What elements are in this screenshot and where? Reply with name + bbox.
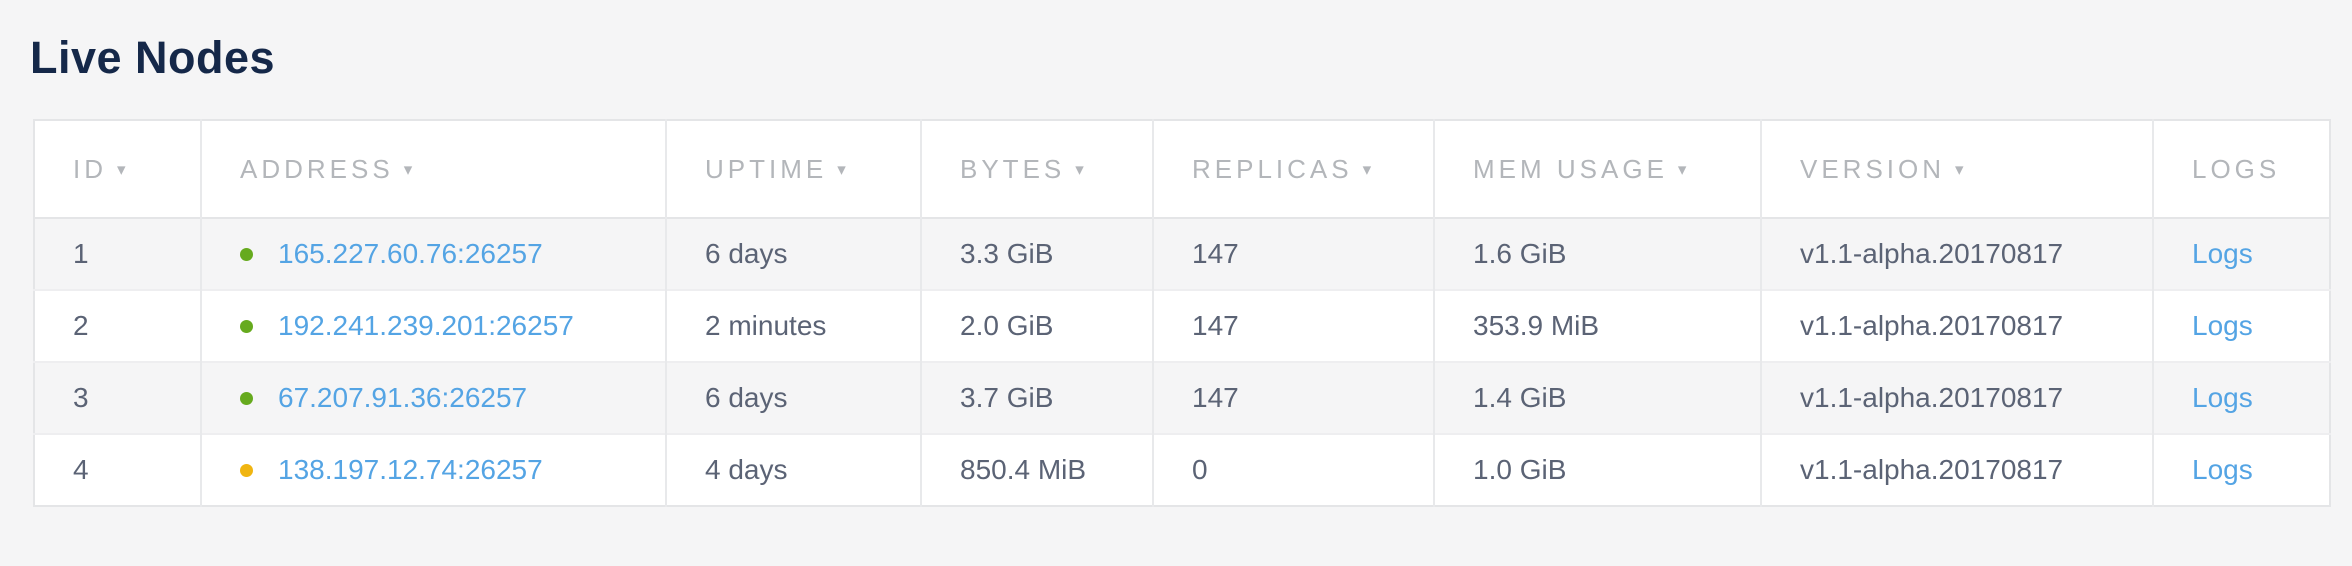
table-row: 1 165.227.60.76:26257 6 days 3.3 GiB 147… <box>34 218 2330 290</box>
column-header-label: LOGS <box>2192 153 2281 184</box>
column-header-mem-usage[interactable]: MEM USAGE ▾ <box>1433 120 1761 218</box>
logs-link[interactable]: Logs <box>2192 310 2253 341</box>
column-header-uptime[interactable]: UPTIME ▾ <box>665 120 921 218</box>
node-status-dot-icon <box>240 463 253 477</box>
column-header-version[interactable]: VERSION ▾ <box>1760 120 2153 218</box>
node-mem-usage-cell: 1.6 GiB <box>1433 218 1761 290</box>
sort-arrow-icon: ▾ <box>117 159 126 179</box>
live-nodes-table-container: ID ▾ ADDRESS ▾ UPTIME ▾ BYTES ▾ REPLICAS ▾ ME… <box>33 119 2331 507</box>
node-replicas-cell: 147 <box>1152 218 1434 290</box>
sort-arrow-icon: ▾ <box>1955 159 1964 179</box>
column-header-label: VERSION <box>1800 153 1946 184</box>
node-replicas-cell: 147 <box>1152 362 1434 434</box>
column-header-bytes[interactable]: BYTES ▾ <box>920 120 1153 218</box>
sort-arrow-icon: ▾ <box>1075 159 1084 179</box>
column-header-label: BYTES <box>960 153 1066 184</box>
node-status-dot-icon <box>240 391 253 405</box>
node-mem-usage-cell: 353.9 MiB <box>1433 290 1761 362</box>
node-logs-cell: Logs <box>2152 362 2330 434</box>
live-nodes-table: ID ▾ ADDRESS ▾ UPTIME ▾ BYTES ▾ REPLICAS ▾ ME… <box>33 119 2331 507</box>
sort-arrow-icon: ▾ <box>837 159 846 179</box>
column-header-replicas[interactable]: REPLICAS ▾ <box>1152 120 1434 218</box>
node-version-cell: v1.1-alpha.20170817 <box>1760 434 2153 506</box>
node-bytes-cell: 3.7 GiB <box>920 362 1153 434</box>
node-mem-usage-cell: 1.4 GiB <box>1433 362 1761 434</box>
node-address-cell: 138.197.12.74:26257 <box>200 434 666 506</box>
node-version-cell: v1.1-alpha.20170817 <box>1760 362 2153 434</box>
page-title: Live Nodes <box>30 32 276 83</box>
node-address-cell: 192.241.239.201:26257 <box>200 290 666 362</box>
column-header-label: ID <box>73 153 107 184</box>
node-bytes-cell: 850.4 MiB <box>920 434 1153 506</box>
logs-link[interactable]: Logs <box>2192 238 2253 269</box>
node-logs-cell: Logs <box>2152 434 2330 506</box>
sort-arrow-icon: ▾ <box>1677 159 1687 179</box>
column-header-label: REPLICAS <box>1192 153 1353 184</box>
node-status-dot-icon <box>240 319 253 333</box>
node-uptime-cell: 4 days <box>665 434 921 506</box>
sort-arrow-icon: ▾ <box>403 159 413 179</box>
node-id-cell: 2 <box>73 310 89 341</box>
table-row: 4 138.197.12.74:26257 4 days 850.4 MiB 0… <box>34 434 2330 506</box>
node-mem-usage-cell: 1.0 GiB <box>1433 434 1761 506</box>
table-row: 3 67.207.91.36:26257 6 days 3.7 GiB 147 … <box>34 362 2330 434</box>
node-id-cell: 1 <box>73 238 89 269</box>
column-header-address[interactable]: ADDRESS ▾ <box>200 120 666 218</box>
logs-link[interactable]: Logs <box>2192 454 2253 485</box>
column-header-label: UPTIME <box>705 153 828 184</box>
table-row: 2 192.241.239.201:26257 2 minutes 2.0 Gi… <box>34 290 2330 362</box>
node-address-link[interactable]: 67.207.91.36:26257 <box>278 382 528 413</box>
node-id-cell: 3 <box>73 382 89 413</box>
node-bytes-cell: 3.3 GiB <box>920 218 1153 290</box>
logs-link[interactable]: Logs <box>2192 382 2253 413</box>
node-status-dot-icon <box>240 247 253 261</box>
node-logs-cell: Logs <box>2152 218 2330 290</box>
table-header-row: ID ▾ ADDRESS ▾ UPTIME ▾ BYTES ▾ REPLICAS ▾ ME… <box>34 120 2330 218</box>
node-address-link[interactable]: 192.241.239.201:26257 <box>278 310 574 341</box>
node-uptime-cell: 2 minutes <box>665 290 921 362</box>
sort-arrow-icon: ▾ <box>1362 159 1372 179</box>
node-version-cell: v1.1-alpha.20170817 <box>1760 290 2153 362</box>
column-header-label: ADDRESS <box>240 153 394 184</box>
node-id-cell: 4 <box>73 454 89 485</box>
node-uptime-cell: 6 days <box>665 218 921 290</box>
node-version-cell: v1.1-alpha.20170817 <box>1760 218 2153 290</box>
node-bytes-cell: 2.0 GiB <box>920 290 1153 362</box>
column-header-logs: LOGS <box>2152 120 2330 218</box>
node-replicas-cell: 147 <box>1152 290 1434 362</box>
live-nodes-page: Live Nodes ID ▾ ADDRESS ▾ UPTIME ▾ BYTES ▾ R… <box>30 32 2331 507</box>
column-header-label: MEM USAGE <box>1473 153 1668 184</box>
node-address-cell: 67.207.91.36:26257 <box>200 362 666 434</box>
node-address-link[interactable]: 138.197.12.74:26257 <box>278 454 543 485</box>
node-address-cell: 165.227.60.76:26257 <box>200 218 666 290</box>
column-header-id[interactable]: ID ▾ <box>34 120 201 218</box>
node-logs-cell: Logs <box>2152 290 2330 362</box>
node-replicas-cell: 0 <box>1152 434 1434 506</box>
node-address-link[interactable]: 165.227.60.76:26257 <box>278 238 543 269</box>
node-uptime-cell: 6 days <box>665 362 921 434</box>
